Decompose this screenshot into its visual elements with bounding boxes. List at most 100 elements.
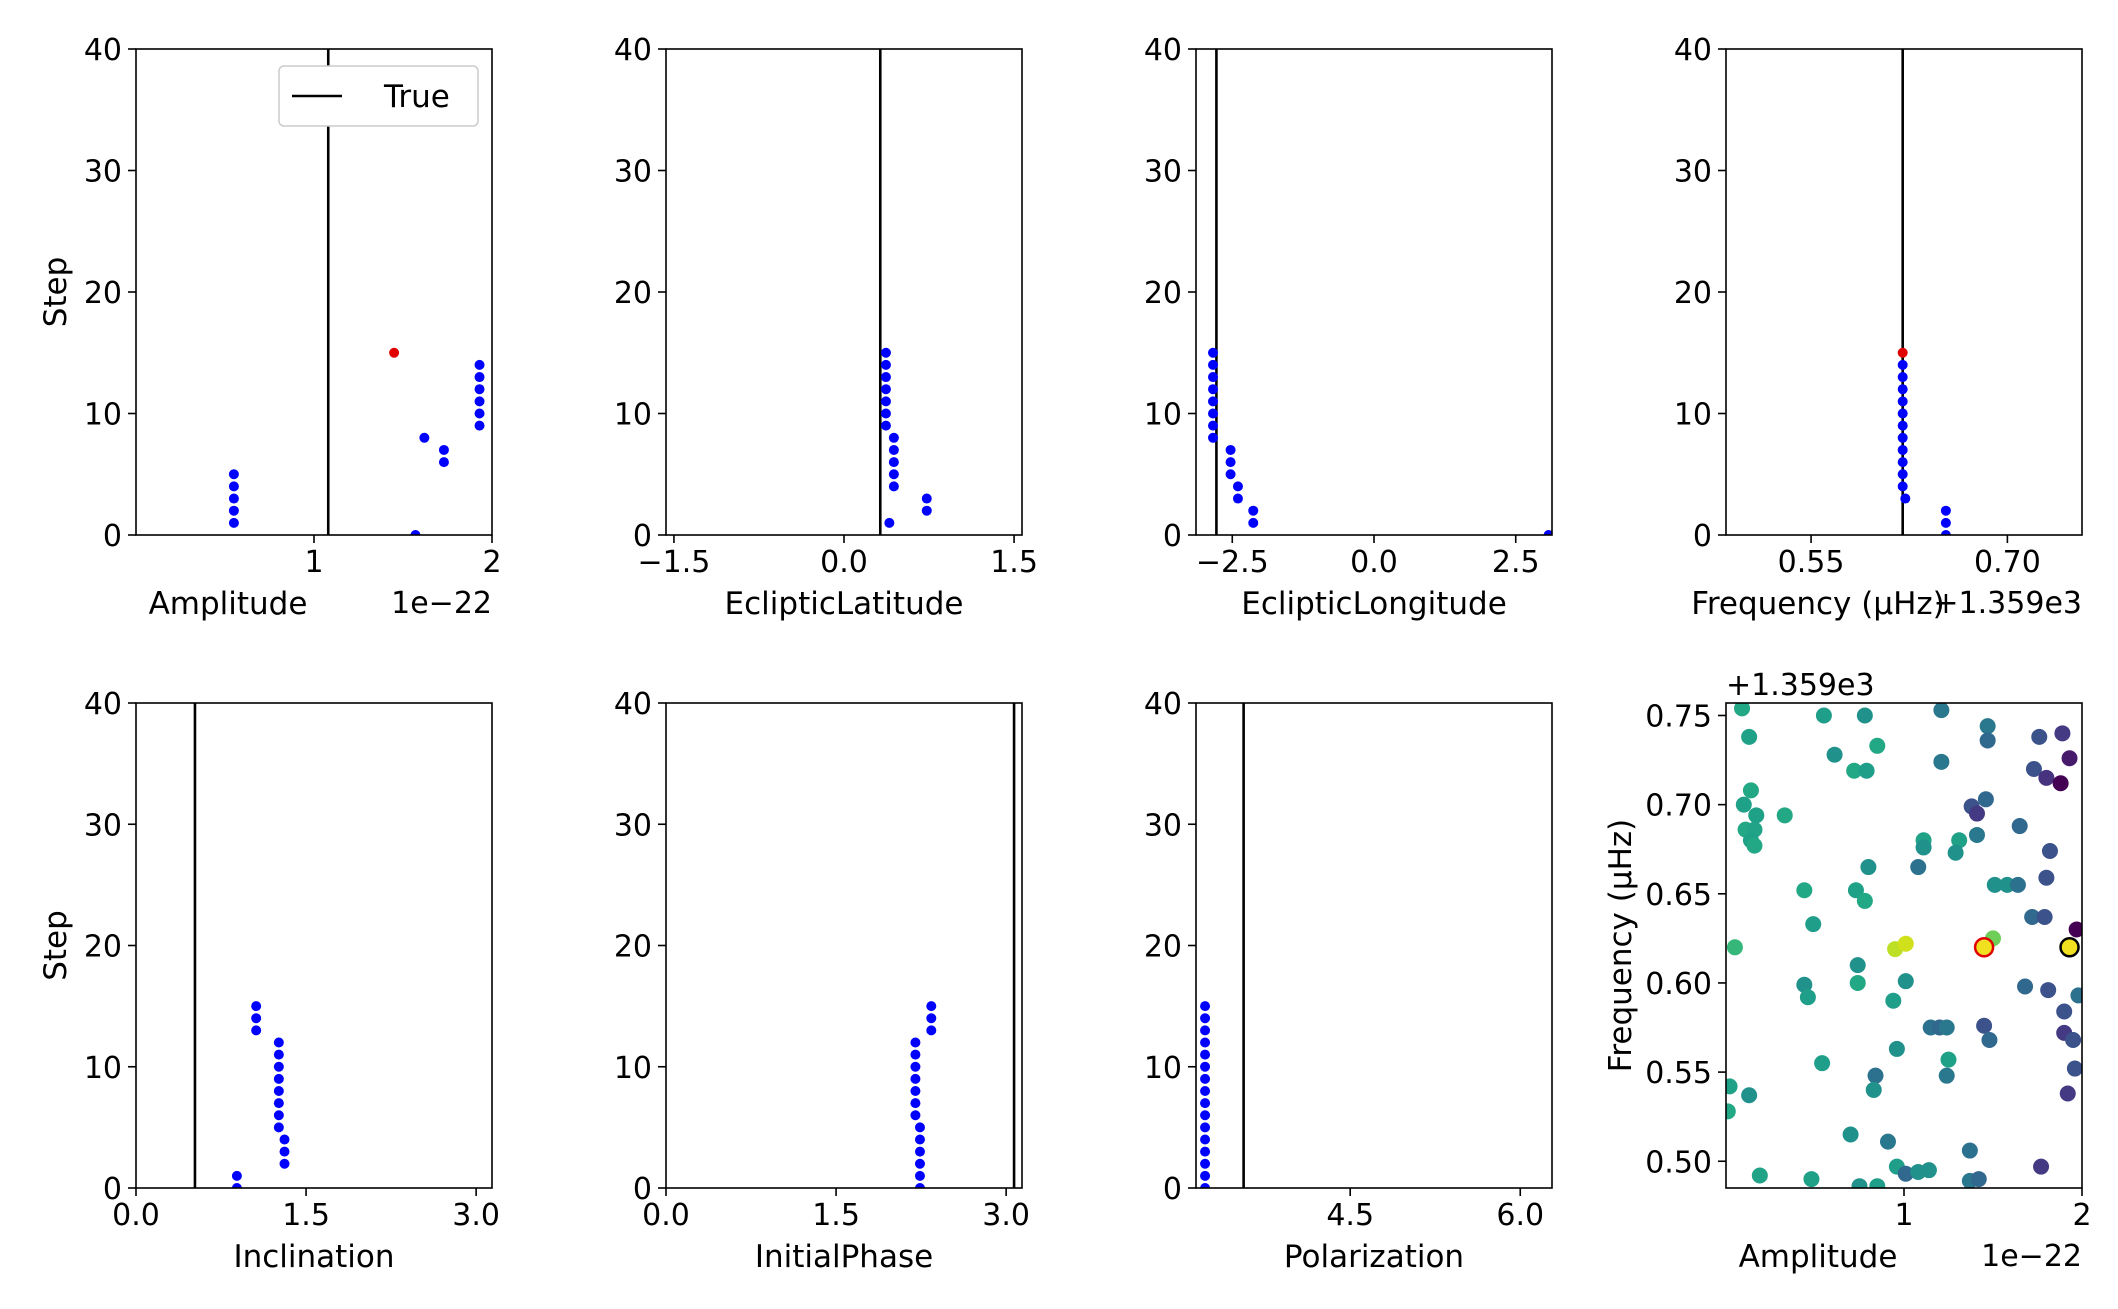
plot-area — [193, 703, 290, 1188]
step-point — [1200, 1098, 1211, 1109]
step-point — [1200, 1049, 1211, 1060]
step-point — [231, 1183, 242, 1188]
step-point — [1200, 1061, 1211, 1072]
plot-area — [1208, 49, 1552, 535]
current-step-point — [1897, 347, 1908, 358]
sample-point — [1815, 707, 1832, 724]
step-point — [880, 396, 891, 407]
x-axis-label: Polarization — [1284, 1239, 1464, 1275]
y-tick-label: 20 — [614, 930, 652, 965]
y-tick-label: 30 — [614, 155, 652, 190]
sample-point — [1869, 737, 1886, 754]
step-point — [1897, 457, 1908, 468]
sample-point — [1856, 707, 1873, 724]
x-tick-label: 1.5 — [282, 1198, 330, 1233]
step-point — [1897, 359, 1908, 370]
step-point — [273, 1061, 284, 1072]
sample-point — [1856, 892, 1873, 909]
true-point-marker — [2059, 937, 2080, 958]
x-axis-label: Amplitude — [149, 586, 308, 622]
step-point — [1200, 1037, 1211, 1048]
step-point — [1200, 1170, 1211, 1181]
subplot-4: 0.55 0.70 0 10 20 30 40 Frequency (μHz)+1.359e3 — [1674, 33, 2083, 622]
sample-point — [1938, 1019, 1955, 1036]
subplot-7: 4.5 6.0 0 10 20 30 40 Polarization — [1144, 687, 1553, 1275]
y-offset-label: +1.359e3 — [1726, 668, 1875, 703]
sample-point — [2038, 869, 2055, 886]
sample-point — [2024, 908, 2041, 925]
step-point — [888, 457, 899, 468]
x-offset-label: +1.359e3 — [1933, 586, 2082, 621]
current-sample-marker — [1973, 937, 1995, 958]
sample-point — [1979, 718, 1996, 735]
step-point — [410, 530, 421, 535]
step-point — [914, 1134, 925, 1145]
y-tick-label: 20 — [1674, 276, 1712, 311]
y-tick-label: 0.75 — [1645, 699, 1712, 734]
x-tick-label: 1.5 — [990, 545, 1038, 580]
sample-point — [2036, 908, 2053, 925]
step-point — [1232, 493, 1243, 504]
sample-point — [2011, 818, 2028, 835]
step-point — [1232, 481, 1243, 492]
step-point — [888, 444, 899, 455]
sample-point — [1742, 782, 1759, 799]
sample-point — [1849, 957, 1866, 974]
step-point — [1200, 1146, 1211, 1157]
sample-point — [1849, 974, 1866, 991]
y-tick-label: 20 — [1144, 276, 1182, 311]
sample-point — [1741, 1087, 1758, 1104]
sample-point — [1741, 728, 1758, 745]
step-point — [1897, 408, 1908, 419]
step-point — [1200, 1158, 1211, 1169]
y-tick-label: 10 — [84, 1051, 122, 1086]
step-point — [1208, 420, 1219, 431]
step-point — [228, 517, 239, 528]
subplot-3: −2.5 0.0 2.5 0 10 20 30 40 EclipticLongitude — [1144, 33, 1553, 622]
step-point — [1897, 469, 1908, 480]
sample-point — [1968, 826, 1985, 843]
legend-box — [278, 65, 479, 127]
step-point — [910, 1049, 921, 1060]
sample-point — [1796, 882, 1813, 899]
x-tick-label: 0.0 — [820, 545, 868, 580]
step-point — [1897, 420, 1908, 431]
plot-area — [228, 49, 485, 535]
sample-point — [1947, 844, 1964, 861]
y-tick-label: 20 — [1144, 930, 1182, 965]
step-point — [1897, 444, 1908, 455]
step-point — [273, 1049, 284, 1060]
y-tick-label: 0 — [1693, 519, 1712, 554]
y-tick-label: 30 — [1144, 808, 1182, 843]
sample-point — [1847, 882, 1864, 899]
sample-point — [2061, 750, 2078, 767]
y-tick-label: 10 — [614, 1051, 652, 1086]
sample-point — [1746, 837, 1763, 854]
step-point — [1543, 530, 1552, 535]
step-point — [910, 1086, 921, 1096]
subplot-2: −1.5 0.0 1.5 0 10 20 30 40 EclipticLatitude — [614, 33, 1038, 622]
y-tick-label: 40 — [84, 687, 122, 722]
step-point — [1208, 359, 1219, 370]
step-point — [914, 1158, 925, 1169]
x-tick-label: 0.0 — [112, 1198, 160, 1233]
y-tick-label: 0 — [633, 519, 652, 554]
step-point — [1200, 1001, 1211, 1012]
sample-point — [1803, 1171, 1820, 1188]
x-tick-label: 2 — [2072, 1198, 2091, 1233]
step-point — [273, 1037, 284, 1048]
x-axis-label: InitialPhase — [755, 1239, 933, 1275]
x-tick-label: 0.70 — [1974, 545, 2041, 580]
sample-point — [1933, 703, 1950, 719]
y-tick-label: 40 — [614, 33, 652, 68]
sample-point — [2070, 987, 2082, 1004]
step-point — [1225, 457, 1236, 468]
x-tick-label: 0.55 — [1778, 545, 1845, 580]
sample-point — [1915, 839, 1932, 856]
sample-point — [1796, 976, 1813, 993]
step-point — [910, 1073, 921, 1084]
step-point — [914, 1146, 925, 1157]
sample-point — [2052, 775, 2069, 792]
y-tick-label: 0.55 — [1645, 1056, 1712, 1091]
